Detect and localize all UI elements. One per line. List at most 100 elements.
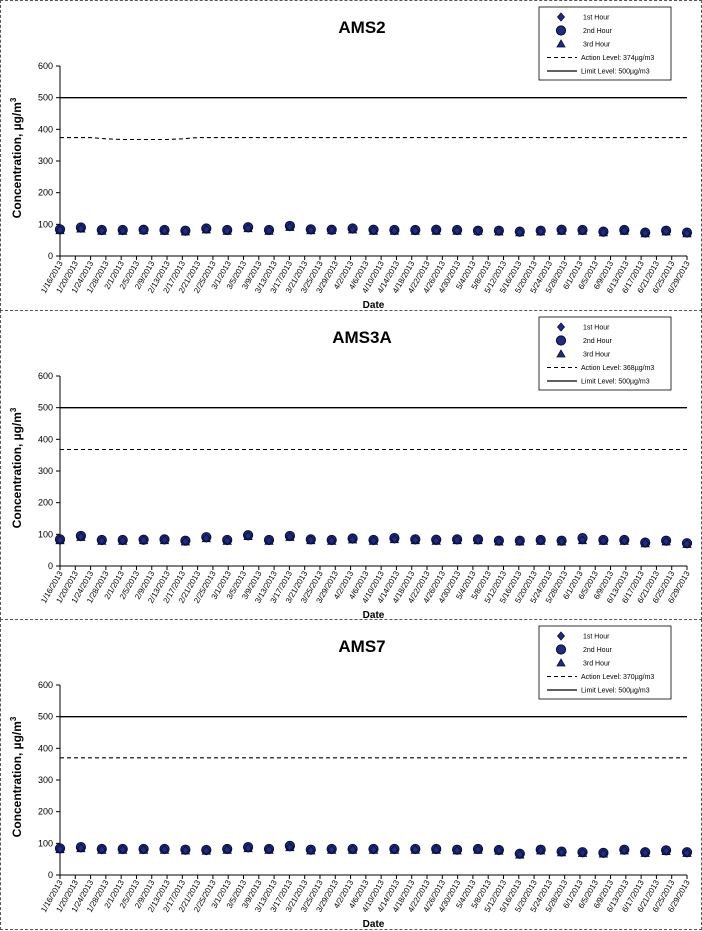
- data-point-1st-hour: [662, 846, 671, 856]
- data-point-1st-hour: [327, 225, 336, 235]
- legend-label: 3rd Hour: [583, 42, 611, 49]
- y-tick-label: 500: [38, 712, 53, 722]
- data-point-1st-hour: [264, 845, 274, 855]
- data-point-1st-hour: [411, 535, 420, 545]
- legend-marker-2nd-hour: [555, 25, 567, 36]
- legend-label: Limit Level: 500µg/m3: [581, 69, 650, 76]
- data-point-1st-hour: [536, 536, 545, 546]
- data-point-1st-hour: [306, 225, 315, 235]
- legend-label: Limit Level: 500µg/m3: [581, 688, 650, 695]
- data-point-1st-hour: [244, 531, 253, 541]
- data-point-1st-hour: [369, 845, 378, 855]
- data-point-1st-hour: [662, 226, 671, 236]
- data-point-1st-hour: [160, 535, 169, 545]
- data-point-1st-hour: [432, 845, 441, 855]
- data-point-1st-hour: [599, 536, 608, 546]
- y-tick-label: 100: [38, 529, 53, 539]
- data-point-1st-hour: [494, 846, 503, 856]
- chart-title: AMS3A: [332, 328, 392, 347]
- data-point-1st-hour: [223, 226, 232, 236]
- legend-marker-3rd-hour: [556, 658, 566, 667]
- y-tick-label: 300: [38, 156, 53, 166]
- data-point-1st-hour: [599, 848, 608, 859]
- data-point-1st-hour: [118, 536, 127, 546]
- data-point-1st-hour: [682, 848, 692, 858]
- y-axis-label-sup: 3: [9, 97, 18, 102]
- y-axis-label: Concentration, µg/m3: [9, 716, 24, 837]
- y-axis-label-sup: 3: [9, 716, 18, 721]
- data-point-1st-hour: [139, 225, 148, 235]
- data-point-1st-hour: [641, 538, 650, 548]
- data-point-1st-hour: [285, 842, 294, 852]
- data-point-1st-hour: [76, 532, 85, 542]
- data-point-1st-hour: [202, 224, 211, 235]
- y-axis-label: Concentration, µg/m3: [9, 97, 24, 218]
- data-point-1st-hour: [118, 226, 127, 236]
- data-point-1st-hour: [682, 539, 692, 549]
- data-point-1st-hour: [306, 845, 315, 855]
- data-point-1st-hour: [515, 849, 524, 860]
- action-level-line: [60, 137, 687, 141]
- data-point-1st-hour: [223, 536, 232, 546]
- data-point-1st-hour: [181, 845, 190, 855]
- data-point-1st-hour: [202, 846, 211, 856]
- data-point-1st-hour: [620, 845, 629, 855]
- y-tick-label: 0: [48, 251, 53, 261]
- data-point-1st-hour: [390, 845, 399, 855]
- y-tick-label: 300: [38, 775, 53, 785]
- chart-panel-ams2: AMS2 0 100 200 300 400 500 600 1/16/2013 1/20/201…: [0, 0, 702, 311]
- data-point-1st-hour: [55, 225, 65, 235]
- y-tick-label: 300: [38, 466, 53, 476]
- data-point-1st-hour: [536, 845, 545, 855]
- data-point-1st-hour: [390, 226, 399, 236]
- legend-label: 2nd Hour: [583, 28, 612, 35]
- data-point-1st-hour: [536, 226, 545, 236]
- data-point-1st-hour: [473, 226, 483, 236]
- data-point-1st-hour: [515, 227, 524, 237]
- data-point-1st-hour: [55, 844, 65, 854]
- data-point-1st-hour: [557, 847, 566, 857]
- y-axis-label-main: Concentration, µg/m: [10, 412, 24, 528]
- y-tick-label: 200: [38, 807, 53, 817]
- y-tick-label: 600: [38, 371, 53, 381]
- data-point-1st-hour: [97, 536, 106, 546]
- legend-marker-1st-hour: [556, 631, 566, 641]
- legend-label: 2nd Hour: [583, 647, 612, 654]
- data-point-1st-hour: [160, 226, 169, 236]
- x-axis-label: Date: [363, 919, 385, 930]
- legend-label: 2nd Hour: [583, 338, 612, 345]
- chart-ams2: AMS201002003004005006001/16/20131/20/201…: [9, 6, 693, 311]
- y-axis-label-sup: 3: [9, 407, 18, 412]
- y-tick-label: 200: [38, 188, 53, 198]
- data-point-1st-hour: [578, 226, 587, 236]
- data-point-1st-hour: [494, 226, 503, 236]
- data-point-1st-hour: [202, 533, 211, 543]
- legend-marker-2nd-hour: [555, 335, 567, 346]
- data-point-1st-hour: [348, 224, 357, 235]
- legend-label: Action Level: 370µg/m3: [581, 674, 654, 681]
- data-point-1st-hour: [432, 226, 441, 236]
- y-axis-label-main: Concentration, µg/m: [10, 102, 24, 218]
- legend-marker-3rd-hour: [556, 39, 566, 48]
- data-point-1st-hour: [285, 532, 294, 542]
- data-point-1st-hour: [181, 226, 190, 236]
- data-point-1st-hour: [578, 848, 587, 858]
- data-point-1st-hour: [223, 845, 232, 855]
- data-point-1st-hour: [139, 535, 148, 545]
- data-point-1st-hour: [97, 845, 106, 855]
- data-point-1st-hour: [411, 845, 420, 855]
- chart-panel-ams3a: AMS3A 0 100 200 300 400 500 600 1/16/2013 1/20/20…: [0, 310, 702, 621]
- legend-marker-1st-hour: [556, 322, 566, 332]
- data-point-1st-hour: [641, 228, 650, 238]
- data-point-1st-hour: [432, 536, 441, 546]
- legend-label: 1st Hour: [583, 325, 610, 332]
- legend-marker-1st-hour: [556, 12, 566, 22]
- data-point-1st-hour: [369, 226, 378, 236]
- y-axis-label: Concentration, µg/m3: [9, 407, 24, 528]
- data-point-1st-hour: [76, 843, 85, 853]
- y-tick-label: 500: [38, 93, 53, 103]
- data-point-1st-hour: [139, 845, 148, 855]
- data-point-1st-hour: [557, 536, 566, 546]
- x-axis-label: Date: [363, 300, 385, 311]
- y-tick-label: 500: [38, 403, 53, 413]
